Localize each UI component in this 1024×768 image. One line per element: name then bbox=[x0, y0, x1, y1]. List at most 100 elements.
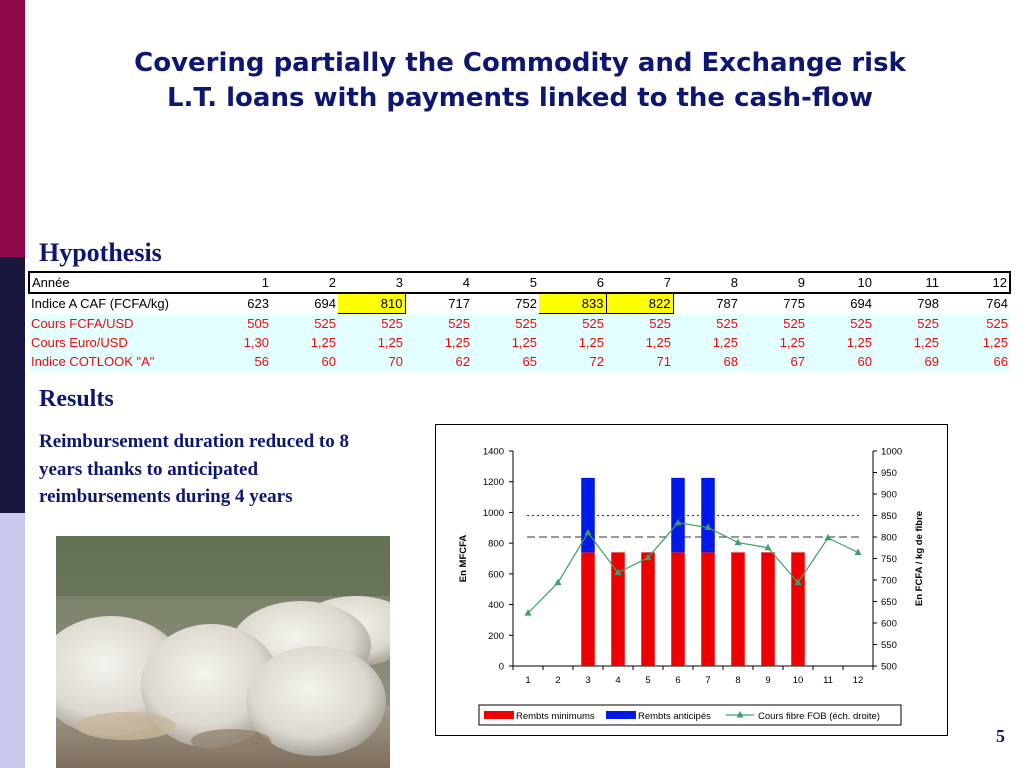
table-cell: 822 bbox=[606, 292, 674, 314]
line-point-marker bbox=[794, 578, 802, 586]
hypothesis-table-body: Année 1 2 3 4 5 6 7 8 9 10 11 12 Indice A CAF (FCFA/k… bbox=[29, 272, 1010, 371]
x-tick-label: 7 bbox=[705, 675, 710, 686]
x-tick-label: 1 bbox=[525, 675, 530, 686]
table-cell: 525 bbox=[673, 313, 740, 333]
bar-rembts-anticipes bbox=[671, 477, 685, 553]
table-cell: 525 bbox=[472, 313, 539, 333]
line-point-marker bbox=[614, 568, 622, 576]
table-cell: 810 bbox=[338, 292, 406, 314]
table-cell: 717 bbox=[405, 293, 472, 314]
table-cell: 1,25 bbox=[606, 333, 673, 352]
table-cell: 525 bbox=[606, 313, 673, 333]
x-tick-label: 8 bbox=[735, 675, 740, 686]
x-tick-label: 9 bbox=[765, 675, 770, 686]
line-point-marker bbox=[524, 609, 532, 616]
title-line-1: Covering partially the Commodity and Exc… bbox=[134, 48, 906, 78]
bar-rembts-minimums bbox=[731, 552, 745, 666]
row-label: Indice COTLOOK "A" bbox=[29, 352, 204, 371]
bar-rembts-minimums bbox=[761, 552, 775, 666]
table-cell: 1 bbox=[204, 272, 271, 293]
table-cell: 525 bbox=[874, 313, 941, 333]
line-point-marker bbox=[824, 533, 832, 541]
y-left-tick-label: 1200 bbox=[483, 477, 504, 488]
y-right-tick-label: 650 bbox=[881, 597, 897, 608]
table-cell: 525 bbox=[807, 313, 874, 333]
y-right-tick-label: 550 bbox=[881, 640, 897, 651]
table-cell: 1,25 bbox=[472, 333, 539, 352]
hypothesis-heading: Hypothesis bbox=[39, 238, 162, 267]
table-cell: 525 bbox=[338, 313, 405, 333]
table-cell: 60 bbox=[807, 352, 874, 371]
table-cell: 1,25 bbox=[539, 333, 606, 352]
y-right-tick-label: 850 bbox=[881, 511, 897, 522]
legend-swatch-marker bbox=[736, 711, 744, 718]
y-right-tick-label: 900 bbox=[881, 490, 897, 501]
hypothesis-table: Année 1 2 3 4 5 6 7 8 9 10 11 12 Indice A CAF (FCFA/k… bbox=[28, 271, 1011, 371]
table-cell: 694 bbox=[807, 293, 874, 314]
table-cell: 9 bbox=[740, 272, 807, 293]
cotton-photo bbox=[56, 536, 390, 768]
y-right-tick-label: 950 bbox=[881, 468, 897, 479]
table-cell: 525 bbox=[941, 313, 1010, 333]
x-tick-label: 2 bbox=[555, 675, 560, 686]
table-cell: 764 bbox=[941, 293, 1010, 314]
table-cell: 12 bbox=[941, 272, 1010, 293]
y-left-tick-label: 600 bbox=[488, 569, 504, 580]
table-cell: 56 bbox=[204, 352, 271, 371]
table-cell: 775 bbox=[740, 293, 807, 314]
x-tick-label: 10 bbox=[793, 675, 804, 686]
table-cell: 1,25 bbox=[338, 333, 405, 352]
bar-rembts-anticipes bbox=[581, 477, 595, 553]
table-cell: 72 bbox=[539, 352, 606, 371]
table-cell: 4 bbox=[405, 272, 472, 293]
line-point-marker bbox=[584, 528, 592, 536]
bar-rembts-minimums bbox=[791, 552, 805, 666]
sidebar-block-top bbox=[0, 0, 25, 257]
table-cell: 60 bbox=[271, 352, 338, 371]
combo-chart: 0 200 400 600 800 1000 1200 1400 500 550 600 650 700… bbox=[458, 447, 925, 726]
results-text: Reimbursement duration reduced to 8 year… bbox=[39, 431, 349, 507]
table-cell: 833 bbox=[539, 292, 607, 314]
table-cell: 623 bbox=[204, 293, 271, 314]
line-point-marker bbox=[704, 523, 712, 531]
table-cell: 68 bbox=[673, 352, 740, 371]
table-cell: 525 bbox=[539, 313, 606, 333]
y-right-tick-label: 750 bbox=[881, 554, 897, 565]
title-line-2: L.T. loans with payments linked to the c… bbox=[166, 83, 873, 113]
x-tick-label: 4 bbox=[615, 675, 620, 686]
chart-frame: 0 200 400 600 800 1000 1200 1400 500 550 600 650 700… bbox=[435, 424, 948, 736]
table-cell: 1,25 bbox=[874, 333, 941, 352]
table-cell: 752 bbox=[472, 293, 539, 314]
bar-rembts-minimums bbox=[581, 552, 595, 666]
y-right-tick-label: 500 bbox=[881, 662, 897, 673]
row-label: Année bbox=[29, 272, 204, 293]
table-cell: 65 bbox=[472, 352, 539, 371]
table-cell: 66 bbox=[941, 352, 1010, 371]
x-tick-label: 12 bbox=[853, 675, 864, 686]
bar-rembts-minimums bbox=[701, 552, 715, 666]
sidebar-block-bottom bbox=[0, 513, 25, 768]
y-left-tick-label: 400 bbox=[488, 600, 504, 611]
table-cell: 505 bbox=[204, 313, 271, 333]
table-row: Indice COTLOOK "A" 56 60 70 62 65 72 71 68 67 60 69… bbox=[29, 352, 1010, 371]
table-cell: 787 bbox=[673, 293, 740, 314]
table-cell: 1,25 bbox=[807, 333, 874, 352]
y-left-tick-label: 1000 bbox=[483, 508, 504, 519]
y-left-tick-label: 200 bbox=[488, 631, 504, 642]
line-point-marker bbox=[554, 578, 562, 586]
table-row: Cours FCFA/USD 505 525 525 525 525 525 525 525 52… bbox=[29, 313, 1010, 333]
table-cell: 525 bbox=[740, 313, 807, 333]
page-number: 5 bbox=[996, 726, 1005, 746]
y-right-tick-label: 600 bbox=[881, 619, 897, 630]
table-cell: 6 bbox=[539, 272, 606, 293]
line-point-marker bbox=[764, 543, 772, 551]
bar-rembts-anticipes bbox=[701, 477, 715, 553]
table-cell: 525 bbox=[405, 313, 472, 333]
line-point-marker bbox=[644, 553, 652, 561]
bar-rembts-minimums bbox=[611, 552, 625, 666]
table-row: Année 1 2 3 4 5 6 7 8 9 10 11 12 bbox=[29, 272, 1010, 293]
table-cell: 70 bbox=[338, 352, 405, 371]
table-cell: 5 bbox=[472, 272, 539, 293]
row-label: Cours FCFA/USD bbox=[29, 313, 204, 333]
y2-axis-title: En FCFA / kg de fibre bbox=[914, 511, 925, 606]
